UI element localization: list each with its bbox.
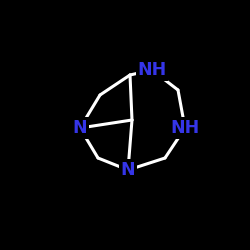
Text: N: N xyxy=(121,161,135,179)
Text: N: N xyxy=(73,119,87,137)
Text: NH: NH xyxy=(138,61,166,79)
Text: NH: NH xyxy=(170,119,200,137)
